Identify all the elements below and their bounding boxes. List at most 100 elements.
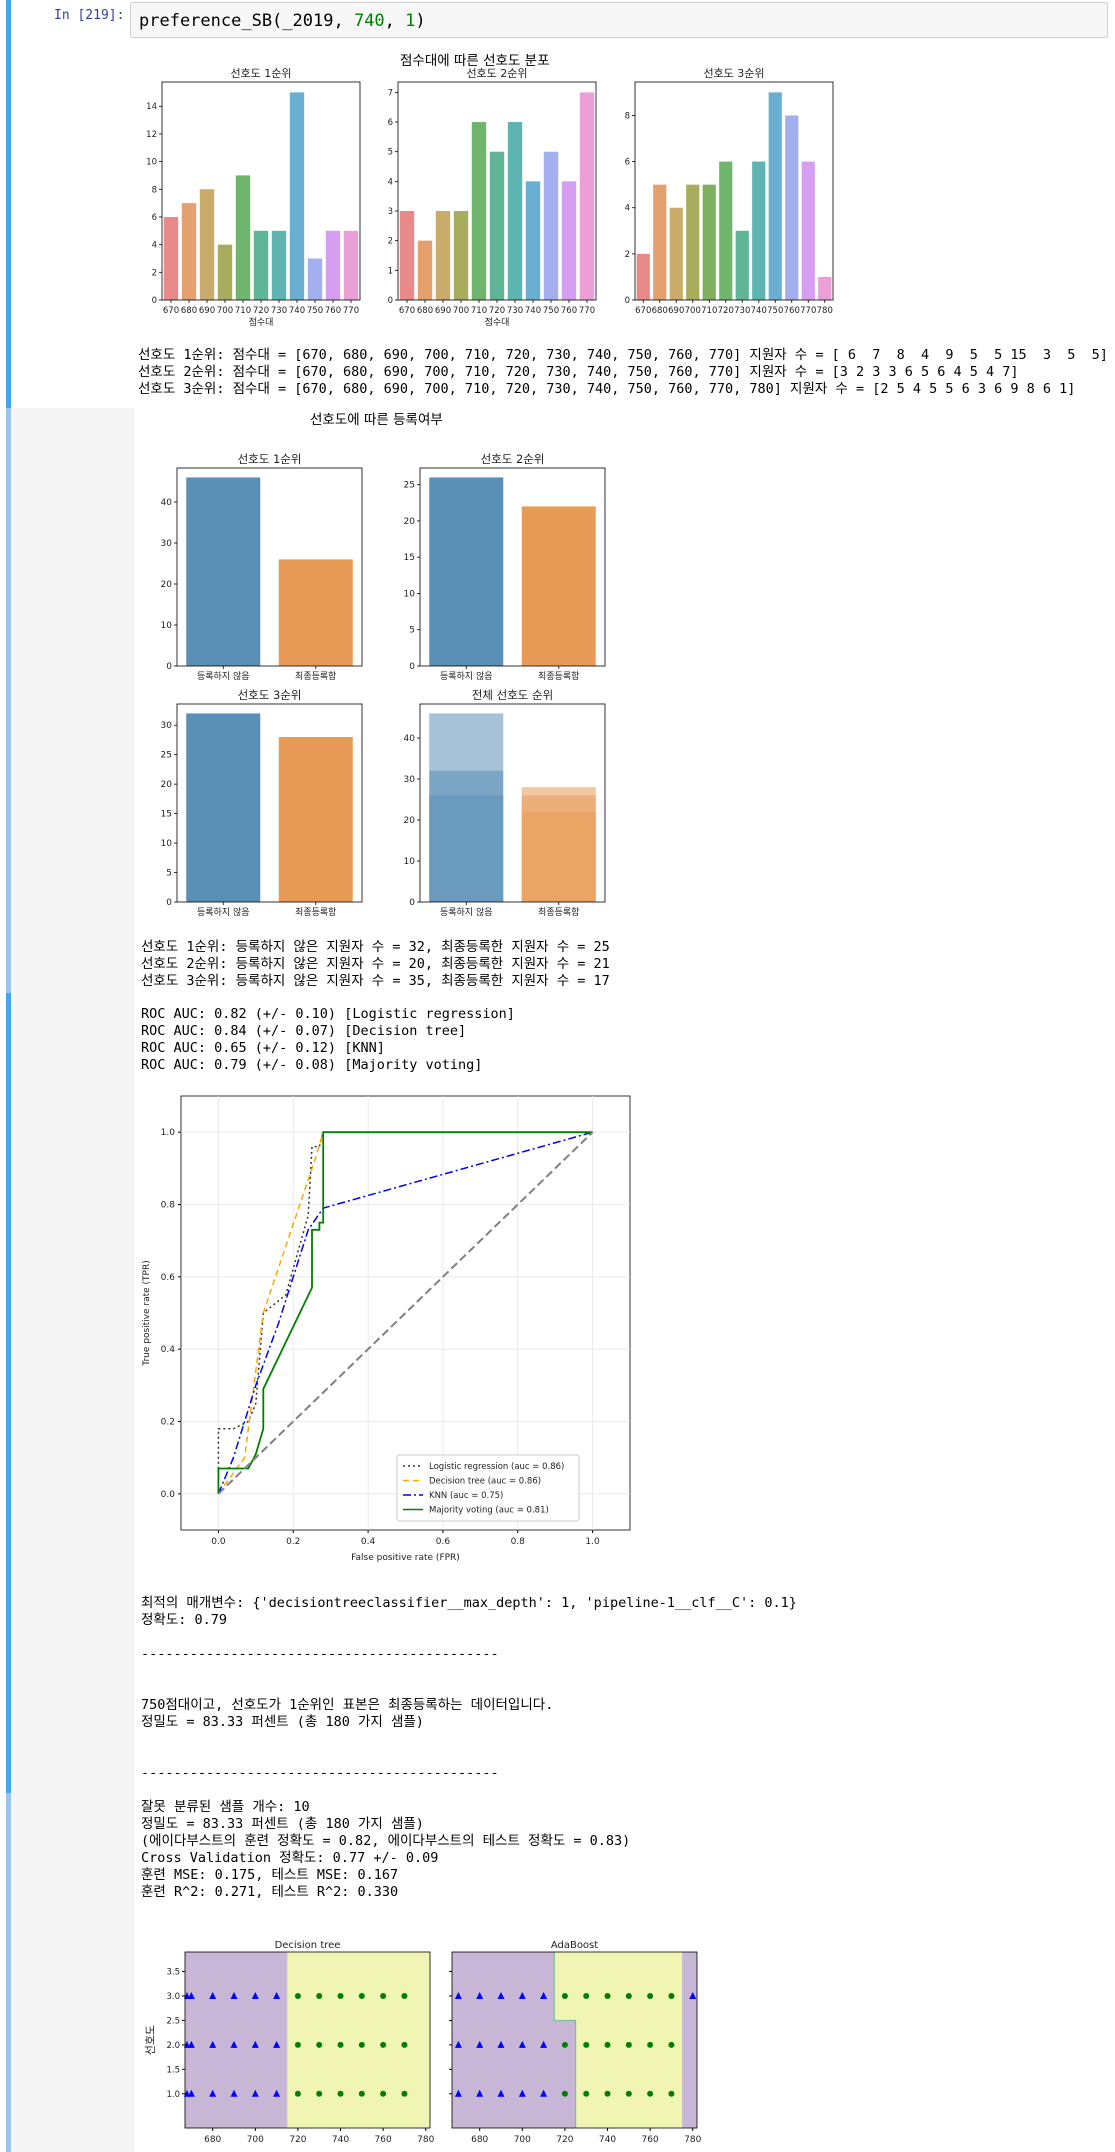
marker-class1 (401, 2090, 408, 2097)
marker-class0 (518, 2089, 526, 2097)
x-tick-label: 최종등록함 (295, 671, 336, 682)
chart-title: 선호도 1순위 (230, 67, 291, 80)
bar-chart-panel: 0 10 20 30 40 등록하지 않음 최종등록함 전체 선호도 순위 (404, 688, 606, 918)
y-tick-label: 3.5 (166, 1968, 180, 1978)
marker-class0 (454, 2089, 462, 2097)
marker-class0 (540, 2089, 548, 2097)
x-tick-label: 760 (325, 306, 341, 316)
roc-auc-line-2: ROC AUC: 0.84 (+/- 0.07) [Decision tree] (141, 1023, 467, 1039)
output-collapse-bar[interactable] (6, 408, 11, 993)
x-tick-label: 720 (253, 306, 269, 316)
bar (199, 189, 215, 300)
code-input-area[interactable]: preference_SB(_2019, 740, 1) (130, 2, 1108, 38)
summary-line-4: Cross Validation 정확도: 0.77 +/- 0.09 (141, 1850, 439, 1866)
y-tick-label: 4 (152, 241, 157, 251)
roc-auc-line-1: ROC AUC: 0.82 (+/- 0.10) [Logistic regre… (141, 1006, 515, 1022)
chart-title: 선호도 3순위 (703, 67, 764, 80)
distribution-figure-title: 점수대에 따른 선호도 분포 (400, 53, 550, 69)
y-tick-label: 0.2 (161, 1418, 175, 1428)
x-tick-label: 등록하지 않음 (197, 671, 250, 682)
y-tick-label: 0.6 (161, 1273, 176, 1283)
y-tick-label: 3.0 (166, 1992, 180, 2002)
x-tick-label: 0.2 (286, 1537, 300, 1547)
x-tick-label: 750 (307, 306, 323, 316)
bar (719, 161, 733, 300)
y-tick-label: 10 (404, 857, 416, 867)
x-tick-label: 710 (701, 306, 717, 316)
x-tick-label: 760 (375, 2135, 392, 2145)
boundary-edge (553, 1952, 577, 2128)
x-tick-label: 730 (734, 306, 750, 316)
x-tick-label: 760 (642, 2135, 659, 2145)
marker-class1 (625, 2090, 632, 2097)
region-class1 (554, 1952, 683, 2021)
marker-class0 (251, 2089, 259, 2097)
bar (471, 122, 487, 300)
x-tick-label: 최종등록함 (538, 671, 579, 682)
marker-class1 (561, 2041, 568, 2048)
x-tick-label: 750 (767, 306, 783, 316)
legend-label: Logistic regression (auc = 0.86) (429, 1462, 564, 1472)
y-tick-label: 6 (388, 118, 393, 128)
bar (217, 244, 233, 300)
legend-label: KNN (auc = 0.75) (429, 1491, 503, 1501)
x-tick-label: 780 (817, 306, 833, 316)
bar (343, 230, 359, 300)
code-arg-rank: 1 (405, 11, 416, 31)
bar (543, 151, 559, 300)
bar (429, 795, 504, 902)
x-tick-label: 720 (489, 306, 505, 316)
y-tick-label: 1.0 (161, 1128, 176, 1138)
bar (752, 161, 766, 300)
legend-label: Majority voting (auc = 0.81) (429, 1506, 549, 1516)
x-tick-label: 670 (163, 306, 179, 316)
code-line[interactable]: preference_SB(_2019, 740, 1) (139, 11, 426, 31)
x-tick-label: 710 (235, 306, 251, 316)
summary-line-5: 훈련 MSE: 0.175, 테스트 MSE: 0.167 (141, 1867, 399, 1883)
x-tick-label: 750 (543, 306, 559, 316)
y-tick-label: 4 (625, 204, 630, 214)
marker-class1 (337, 2090, 344, 2097)
x-tick-label: 780 (684, 2135, 701, 2145)
x-tick-label: 740 (289, 306, 305, 316)
code-arg-score: 740 (353, 11, 385, 31)
chart-title: 선호도 3순위 (238, 688, 302, 702)
x-tick-label: 770 (579, 306, 595, 316)
x-tick-label: 680 (204, 2135, 221, 2145)
y-tick-label: 6 (152, 213, 157, 223)
y-tick-label: 0.4 (161, 1345, 176, 1355)
y-tick-label: 0 (625, 296, 630, 306)
y-tick-label: 5 (388, 148, 393, 158)
marker-class1 (604, 2041, 611, 2048)
x-tick-label: 770 (343, 306, 359, 316)
y-tick-label: 25 (161, 751, 172, 761)
marker-class1 (668, 1993, 675, 1999)
bar (669, 207, 683, 300)
plot-frame (176, 703, 363, 903)
y-tick-label: 5 (409, 626, 415, 636)
marker-class0 (497, 2089, 505, 2097)
marker-class0 (187, 1992, 195, 1999)
marker-class1 (583, 2090, 590, 2097)
output-collapse-bar-2[interactable] (6, 993, 11, 1793)
y-tick-label: 0 (152, 296, 157, 306)
marker-class0 (497, 1992, 505, 1999)
registration-output-2: 선호도 2순위: 등록하지 않은 지원자 수 = 20, 최종등록한 지원자 수… (141, 956, 610, 972)
x-tick-label: 등록하지 않음 (440, 671, 493, 682)
marker-class1 (561, 1993, 568, 1999)
y-tick-label: 25 (404, 481, 415, 491)
preference-output-2: 선호도 2순위: 점수대 = [670, 680, 690, 700, 710,… (138, 364, 1019, 380)
bar-chart-panel: 0 5 10 15 20 25 등록하지 않음 최종등록함 선호도 2순위 (404, 452, 606, 682)
bar (785, 115, 799, 300)
y-tick-label: 20 (161, 580, 173, 590)
marker-class1 (380, 2041, 387, 2048)
bar-chart-panel: 0 2 4 6 8 670 680 690 700 710 720 730 740 750 760 770 78… (625, 67, 834, 316)
prediction-line: 750점대이고, 선호도가 1순위인 표본은 최종등록하는 데이터입니다. (141, 1697, 554, 1713)
bar (453, 211, 469, 300)
bar (818, 276, 832, 300)
decision-boundary-figure: Decision tree 680 700 720 740 760 780 1.0 1.5 2.0… (144, 1940, 702, 2145)
output-collapse-bar-3[interactable] (6, 1793, 11, 2152)
region-class1 (287, 1952, 430, 2128)
code-function: preference_SB( (139, 11, 283, 31)
plot-frame (419, 703, 606, 903)
